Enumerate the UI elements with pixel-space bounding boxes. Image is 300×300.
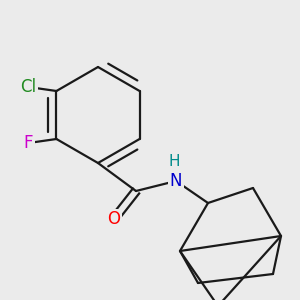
Text: N: N	[170, 172, 182, 190]
Text: O: O	[107, 210, 121, 228]
Text: Cl: Cl	[20, 78, 37, 96]
Text: H: H	[168, 154, 180, 169]
Text: F: F	[24, 134, 33, 152]
